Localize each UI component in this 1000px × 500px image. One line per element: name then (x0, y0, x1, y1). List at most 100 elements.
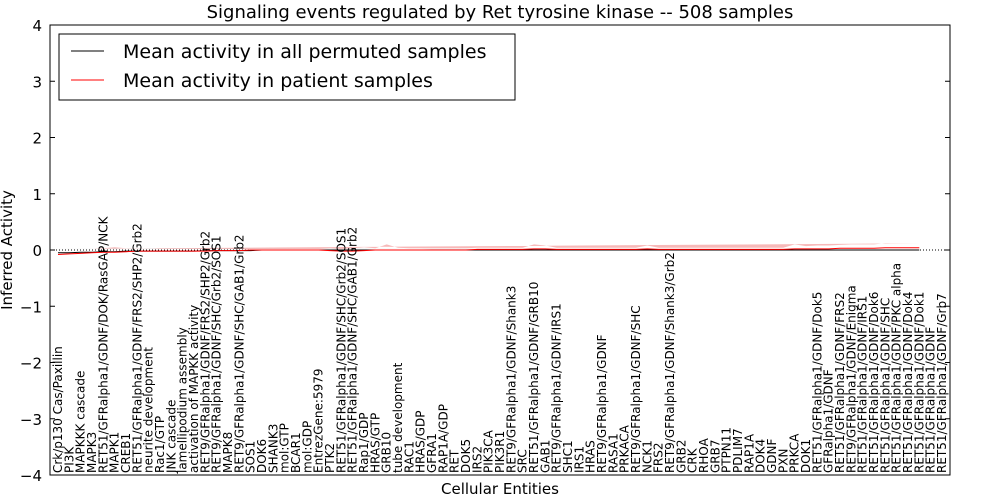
x-tick-label: RET51/GFRalpha1/GDNF/Dok1 (912, 292, 926, 473)
x-tick-label: GRB2 (674, 439, 688, 473)
x-tick-label: GFRA1 (425, 433, 439, 473)
x-tick-label: RET51/GFRalpha1/GDNF/DOK/RasGAP/NCK (96, 215, 110, 473)
line-layer (50, 247, 950, 255)
x-tick-label: NCK1 (640, 440, 654, 473)
x-tick-label: tube development (391, 362, 405, 473)
x-tick-label: PI3K (62, 446, 76, 473)
y-tick-label: 4 (32, 17, 42, 35)
x-tick-label: MAPK8 (221, 432, 235, 473)
x-tick-label: RHOA (697, 437, 711, 473)
x-tick-label: RET51/GFRalpha1/GDNF/Dok4 (901, 292, 915, 473)
x-tick-label: SHANK3 (266, 424, 280, 473)
legend-label-2: Mean activity in patient samples (123, 70, 433, 92)
x-tick-label: PTK2 (323, 443, 337, 473)
x-tick-label: HRAS/GTP (368, 413, 382, 473)
x-tick-label: Crk/p130 Cas/Paxillin (51, 346, 65, 473)
x-tick-label: RET9/GFRalpha1/GDNF/IRS1 (550, 303, 564, 473)
x-tick-label: RET51/GFRalpha1/GDNF/IRS1 (856, 296, 870, 473)
band-layer (58, 243, 920, 250)
x-tick-label: PIK3CA (482, 429, 496, 473)
x-tick-label: RET9/GFRalpha1/GDNF/SHC (629, 305, 643, 473)
x-tick-label: DOK6 (255, 439, 269, 473)
y-tick-label: −4 (20, 467, 42, 485)
x-tick-label: DOK4 (754, 439, 768, 473)
y-tick-label: −3 (20, 411, 42, 429)
x-tick-label: SOS1 (244, 441, 258, 473)
x-tick-label: RET51/GFRalpha1/GDNF (924, 327, 938, 473)
legend: Mean activity in all permuted samples Mea… (58, 33, 516, 101)
x-tick-label: PTPN11 (720, 427, 734, 473)
x-tick-label: RET51/GFRalpha1/GDNF/Grb7 (935, 293, 949, 473)
x-tick-label: PDLIM7 (731, 428, 745, 473)
y-tick-label: 3 (32, 73, 42, 91)
x-tick-label: RET51/GFRalpha1/GDNF/FRS2 (833, 292, 847, 473)
x-tick-label: GAB1 (538, 440, 552, 473)
x-tick-label: RET9/GFRalpha1/GDNF (595, 334, 609, 473)
x-tick-label: JNK cascade (164, 400, 178, 474)
x-tick-label: RET51/GFRalpha1/GDNF/Dok6 (867, 292, 881, 473)
band-series-2 (58, 243, 920, 249)
x-tick-label: RET9/GFRalpha1/GDNF/Shank3 (504, 286, 518, 473)
x-tick-label: SHC1 (561, 440, 575, 473)
y-tick-label: −2 (20, 355, 42, 373)
x-tick-label: RET51/GFRalpha1/GDNF/GRB10 (527, 282, 541, 473)
x-tick-label: PIK3R1 (493, 431, 507, 473)
x-tick-label: EntrezGene:5979 (312, 369, 326, 474)
x-tick-label: DOK5 (459, 439, 473, 473)
x-tick-label: PRKACA (618, 424, 632, 473)
x-axis-label: Cellular Entities (441, 480, 559, 498)
x-tick-label: RET51/GFRalpha1/GDNF/FRS2/SHP2/Grb2 (130, 223, 144, 473)
y-tick-label: 1 (32, 186, 42, 204)
y-tick-label: 2 (32, 130, 42, 148)
x-tick-label: SRC (516, 449, 530, 473)
x-tick-label: RET51/GFRalpha1/GDNF/Dok5 (810, 292, 824, 473)
line-series-2 (57, 247, 920, 255)
legend-box (58, 33, 516, 101)
x-tick-label: activation of MAPKK activity (187, 305, 201, 473)
x-tick-label: RET9/GFRalpha1/GDNF/Shank3/Grb2 (663, 252, 677, 473)
x-tick-label: CRK (686, 447, 700, 473)
y-tick-label: 0 (32, 242, 42, 260)
x-tick-label: RET51/GFRalpha1/GDNF/SHC/Grb2/SOS1 (334, 228, 348, 473)
x-tick-label: MAPK3 (85, 432, 99, 473)
x-tick-label: RAP1A (742, 433, 756, 473)
x-tick-label: mol:GDP (300, 421, 314, 473)
x-tick-label: mol:GTP (278, 423, 292, 473)
x-tick-label: RET51/GFRalpha1/GDNF/SHC (878, 298, 892, 473)
x-tick-label: RAC1 (402, 441, 416, 473)
x-tick-label: GFRalpha1/GDNF (822, 369, 836, 473)
x-tick-label: lamellipodium assembly (176, 327, 190, 473)
x-tick-label: Rac1/GTP (153, 416, 167, 473)
x-tick-label: FRS2 (652, 443, 666, 474)
x-tick-label: RET51/GFRalpha1/GDNF/SHC/GAB1/Grb2 (346, 227, 360, 473)
x-tick-label: IRS1 (572, 446, 586, 473)
x-tick-label: DOK1 (799, 439, 813, 473)
x-tick-label: RET9/GFRalpha1/GDNF/SHC/GAB1/Grb2 (232, 234, 246, 473)
y-axis: −4 −3 −2 −1 0 1 2 3 4 (20, 17, 950, 485)
x-tick-label: neurite development (142, 347, 156, 473)
x-tick-label: BCAR1 (289, 432, 303, 473)
x-tick-label: RET9/GFRalpha1/GDNF/FRS2/SHP2/Grb2 (198, 231, 212, 473)
chart-title: Signaling events regulated by Ret tyrosi… (207, 2, 794, 23)
x-tick-label: GRB10 (380, 432, 394, 473)
x-tick-label: HRAS/GDP (414, 410, 428, 473)
x-tick-label: PXN (776, 449, 790, 473)
x-tick-label: CREB1 (119, 433, 133, 473)
x-tick-label: RET9/GFRalpha1/GDNF/Enigma (844, 285, 858, 473)
x-tick-label: MAPK1 (108, 432, 122, 473)
x-tick-label: PRKCA (788, 433, 802, 473)
x-tick-label: GRB7 (708, 439, 722, 473)
x-tick-label: RET51/GFRalpha1/GDNF/PKC alpha (890, 263, 904, 473)
x-tick-label: RET (448, 449, 462, 473)
x-tick-label: HRAS (584, 440, 598, 473)
x-tick-label: RASA1 (606, 433, 620, 473)
legend-label-1: Mean activity in all permuted samples (123, 41, 486, 63)
x-tick-label: MAPKKK cascade (74, 371, 88, 473)
x-tick-label: GDNF (765, 438, 779, 473)
x-tick-label: Rap1/GDP (357, 413, 371, 474)
y-axis-label: Inferred Activity (0, 190, 16, 310)
x-tick-label: RAP1A/GDP (436, 404, 450, 473)
y-tick-label: −1 (20, 298, 42, 316)
